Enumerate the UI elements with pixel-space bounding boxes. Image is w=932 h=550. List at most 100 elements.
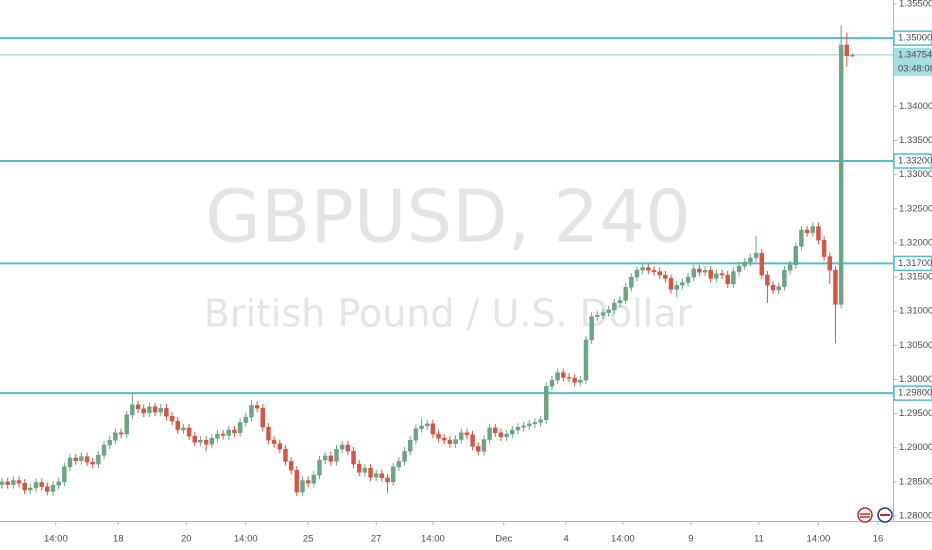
candle-body [334,448,339,462]
candle-body [736,265,742,272]
candle-body [498,432,504,438]
candle-body [300,480,305,493]
candle-body [254,405,260,409]
candle-body [476,446,481,452]
candle-body [776,286,781,291]
y-tick-label: 1.33000 [899,169,932,180]
candle-body [464,432,470,436]
candle-body [243,416,249,423]
candle-body [294,470,300,493]
candle-body [697,268,702,273]
flag-circle [857,507,873,523]
candle-body [748,257,753,263]
y-tick-label: 1.30000 [899,374,932,385]
level-label-box [893,255,932,272]
candle-body [22,482,27,491]
candle-body [62,466,67,483]
candle-body [33,482,39,489]
candle-body [101,444,107,456]
candle-body [538,419,543,423]
candle-body [339,444,345,450]
candle-body [135,404,141,410]
level-label: 1.33200 [898,156,932,167]
candle-body [209,437,215,445]
candle-body [821,239,827,257]
candle-body [640,267,645,271]
candle-body [623,287,628,301]
y-tick-label: 1.28500 [899,476,932,487]
candle-body [351,450,356,465]
last-price-label: 1.34754 [898,49,932,60]
flag-icon [877,507,893,523]
candle-body [124,414,129,435]
y-tick-label: 1.29500 [899,408,932,419]
candle-body [215,433,220,439]
candle-body [753,252,759,259]
y-tick-label: 1.28000 [899,511,932,522]
candle-body [595,315,600,317]
candle-body [186,427,192,437]
y-tick-label: 1.33500 [899,135,932,146]
candle-body [566,377,572,379]
candle-body [0,481,5,485]
level-label: 1.31700 [898,258,932,269]
candle-body [572,377,577,383]
candle-body [544,386,549,420]
candle-body [521,425,526,428]
x-tick-label: 20 [181,534,192,545]
candle-body [731,271,736,285]
x-tick-label: 9 [688,534,693,545]
candle-body [130,404,135,416]
candle-body [39,482,44,487]
x-tick-label: 11 [754,534,764,545]
candle-body [379,473,385,479]
x-tick-label: 14:00 [611,534,635,545]
candle-body [714,273,719,279]
candle-body [827,256,833,271]
level-label-box [893,153,932,169]
y-tick-label: 1.32500 [899,203,932,214]
candle-body [651,269,657,272]
candle-body [11,480,16,485]
candle-body [742,261,747,267]
candle-body [527,423,532,427]
candle-body [413,428,419,441]
candle-body [107,439,112,446]
candle-body [181,427,186,431]
candle-body [147,406,152,414]
candle-body [674,285,679,290]
x-tick-label: 16 [873,534,884,545]
candle-body [79,456,84,461]
candle-body [487,427,492,440]
candle-body [833,269,838,305]
candle-body [232,429,237,433]
candle-body [719,273,725,276]
x-tick-label: 4 [563,534,568,545]
y-tick-label: 1.32000 [899,237,932,248]
candle-body [356,463,362,473]
candle-body [441,437,447,441]
candle-body [158,407,163,413]
candle-body [152,406,158,413]
candle-body [838,44,844,305]
candle-body [850,54,855,57]
y-tick-label: 1.31000 [899,306,932,317]
candle-body [277,443,283,450]
candle-body [84,456,90,463]
candle-body [702,269,708,273]
candle-body [283,448,288,462]
candle-body [198,439,203,443]
candle-body [311,474,317,484]
candle-body [617,300,623,304]
candle-body [770,285,776,291]
candle-body [816,226,821,241]
candle-body [578,379,583,383]
candle-body [799,229,804,247]
candle-body [612,302,617,311]
candle-body [203,439,209,445]
x-tick-label: 14:00 [421,534,445,545]
candle-body [680,282,685,286]
candle-body [402,450,407,462]
